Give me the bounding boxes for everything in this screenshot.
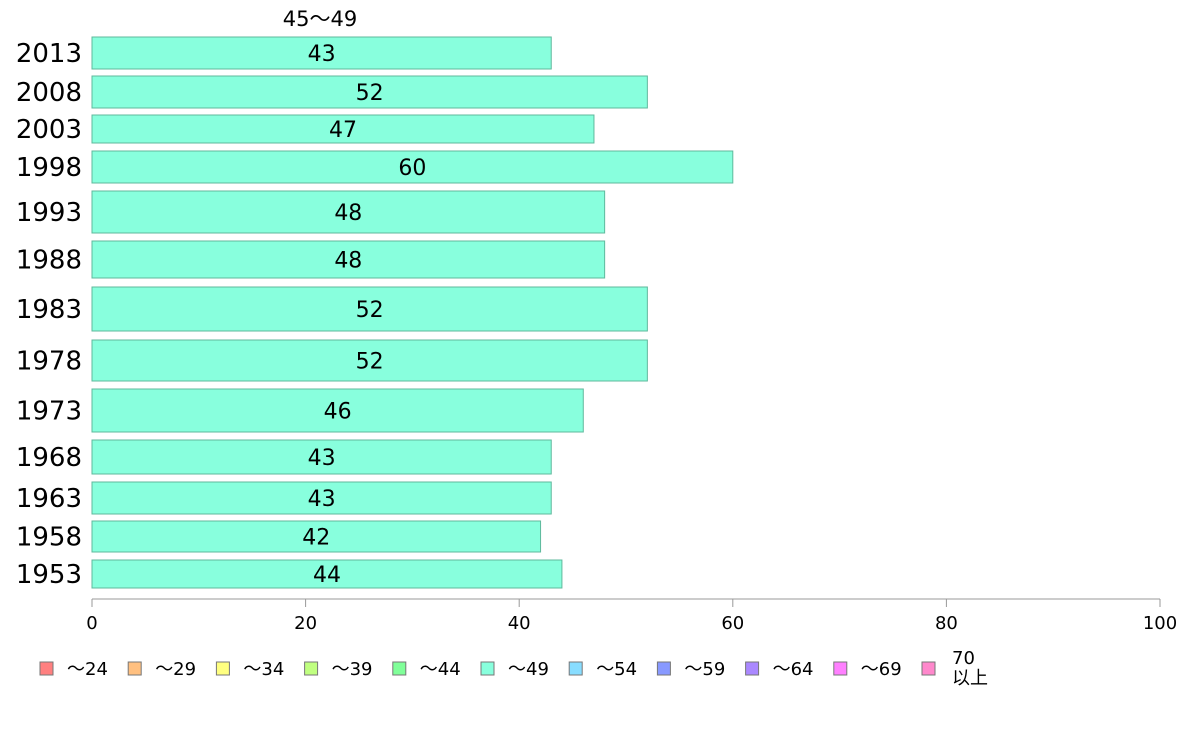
- value-label-2008: 52: [356, 81, 384, 106]
- category-label-1988: 1988: [16, 246, 82, 276]
- category-label-2013: 2013: [16, 39, 82, 69]
- bar-1958: [91, 520, 542, 553]
- legend-label-4: 〜44: [420, 659, 461, 680]
- legend-swatch-8: [745, 661, 760, 676]
- category-label-1968: 1968: [16, 443, 82, 473]
- legend: 〜24 〜29 〜34 〜39 〜44 〜49 〜54 〜59 〜64 〜69 70 以上: [39, 648, 988, 689]
- legend-swatch-7: [656, 661, 671, 676]
- category-label-2008: 2008: [16, 78, 82, 108]
- legend-swatch-6: [568, 661, 583, 676]
- bar-1998: [91, 150, 734, 184]
- bar-2003: [91, 114, 595, 144]
- bar-1988: [91, 240, 606, 279]
- value-label-1978: 52: [356, 350, 384, 375]
- category-label-1958: 1958: [16, 523, 82, 553]
- category-label-1998: 1998: [16, 153, 82, 183]
- category-label-1983: 1983: [16, 295, 82, 325]
- category-label-1993: 1993: [16, 198, 82, 228]
- legend-swatch-9: [833, 661, 848, 676]
- legend-swatch-10: [921, 661, 936, 676]
- bar-2008: [91, 75, 648, 109]
- legend-label-2: 〜34: [243, 659, 284, 680]
- value-label-1993: 48: [334, 201, 362, 226]
- legend-swatch-0: [39, 661, 54, 676]
- bar-1993: [91, 190, 606, 234]
- legend-swatch-3: [304, 661, 319, 676]
- x-tick-label-20: 20: [294, 613, 317, 634]
- value-label-2003: 47: [329, 118, 357, 143]
- category-label-1973: 1973: [16, 397, 82, 427]
- legend-label-8: 〜64: [773, 659, 814, 680]
- legend-label-6: 〜54: [596, 659, 637, 680]
- legend-label-9: 〜69: [861, 659, 902, 680]
- bar-1968: [91, 439, 552, 475]
- value-label-2013: 43: [308, 42, 336, 67]
- category-label-1978: 1978: [16, 347, 82, 377]
- legend-label-7: 〜59: [684, 659, 725, 680]
- value-label-1963: 43: [308, 487, 336, 512]
- value-label-1983: 52: [356, 298, 384, 323]
- series-title: 45〜49: [283, 7, 357, 31]
- legend-label-1: 〜29: [155, 659, 196, 680]
- bar-1953: [91, 559, 563, 589]
- legend-label-0: 〜24: [67, 659, 108, 680]
- x-tick-label-80: 80: [935, 613, 958, 634]
- x-axis: 0 20 40 60 80 100: [86, 598, 1177, 634]
- legend-swatch-1: [127, 661, 142, 676]
- bar-1983: [91, 286, 648, 332]
- legend-swatch-4: [392, 661, 407, 676]
- x-tick-label-0: 0: [86, 613, 97, 634]
- value-label-1988: 48: [334, 249, 362, 274]
- value-label-1968: 43: [308, 446, 336, 471]
- bar-2013: [91, 36, 552, 70]
- legend-label-5: 〜49: [508, 659, 549, 680]
- legend-label-3: 〜39: [332, 659, 373, 680]
- bar-1963: [91, 481, 552, 515]
- x-tick-label-100: 100: [1143, 613, 1177, 634]
- legend-swatch-2: [215, 661, 230, 676]
- bar-1973: [91, 388, 584, 433]
- value-label-1953: 44: [313, 563, 341, 588]
- value-label-1973: 46: [324, 400, 352, 425]
- category-label-2003: 2003: [16, 115, 82, 145]
- x-tick-label-60: 60: [721, 613, 744, 634]
- value-label-1958: 42: [302, 526, 330, 551]
- bars-group: 2013 43 2008 52 2003 47 1998 60 1993 48 1988 48 1983…: [16, 36, 734, 590]
- bar-1978: [91, 339, 648, 382]
- x-tick-label-40: 40: [508, 613, 531, 634]
- value-label-1998: 60: [398, 156, 426, 181]
- category-label-1953: 1953: [16, 560, 82, 590]
- category-label-1963: 1963: [16, 484, 82, 514]
- legend-label-10: 70 以上: [952, 648, 988, 689]
- legend-swatch-5: [480, 661, 495, 676]
